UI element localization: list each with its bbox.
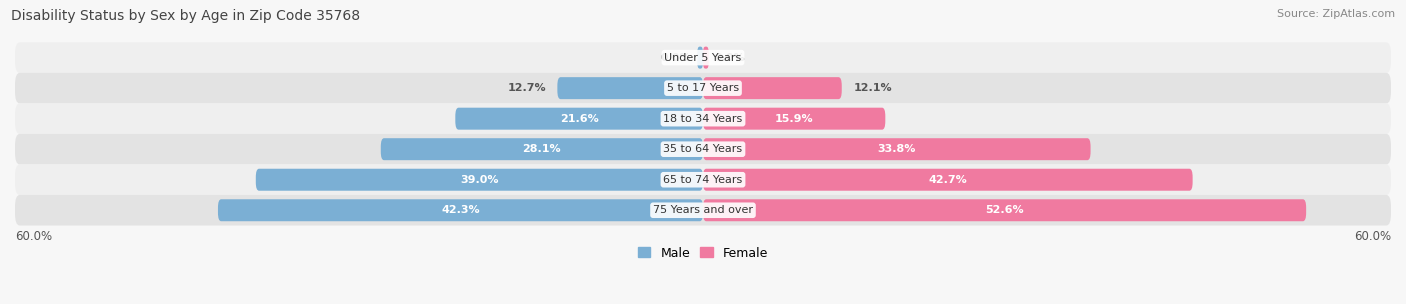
- Text: 33.8%: 33.8%: [877, 144, 915, 154]
- Text: Source: ZipAtlas.com: Source: ZipAtlas.com: [1277, 9, 1395, 19]
- Text: Under 5 Years: Under 5 Years: [665, 53, 741, 63]
- FancyBboxPatch shape: [703, 169, 1192, 191]
- Text: 60.0%: 60.0%: [15, 230, 52, 243]
- Text: 15.9%: 15.9%: [775, 114, 814, 124]
- Text: 0.0%: 0.0%: [661, 53, 692, 63]
- FancyBboxPatch shape: [703, 108, 886, 130]
- FancyBboxPatch shape: [703, 199, 1306, 221]
- Text: Disability Status by Sex by Age in Zip Code 35768: Disability Status by Sex by Age in Zip C…: [11, 9, 360, 23]
- FancyBboxPatch shape: [15, 42, 1391, 73]
- FancyBboxPatch shape: [15, 195, 1391, 226]
- FancyBboxPatch shape: [15, 103, 1391, 134]
- FancyBboxPatch shape: [557, 77, 703, 99]
- Text: 18 to 34 Years: 18 to 34 Years: [664, 114, 742, 124]
- Text: 21.6%: 21.6%: [560, 114, 599, 124]
- FancyBboxPatch shape: [15, 73, 1391, 103]
- Text: 42.3%: 42.3%: [441, 205, 479, 215]
- Text: 60.0%: 60.0%: [1354, 230, 1391, 243]
- Text: 12.1%: 12.1%: [853, 83, 891, 93]
- FancyBboxPatch shape: [15, 164, 1391, 195]
- FancyBboxPatch shape: [703, 77, 842, 99]
- Legend: Male, Female: Male, Female: [638, 247, 768, 260]
- FancyBboxPatch shape: [703, 138, 1091, 160]
- Text: 28.1%: 28.1%: [523, 144, 561, 154]
- Text: 0.0%: 0.0%: [714, 53, 745, 63]
- FancyBboxPatch shape: [697, 47, 703, 69]
- Text: 75 Years and over: 75 Years and over: [652, 205, 754, 215]
- FancyBboxPatch shape: [381, 138, 703, 160]
- Text: 52.6%: 52.6%: [986, 205, 1024, 215]
- Text: 5 to 17 Years: 5 to 17 Years: [666, 83, 740, 93]
- Text: 42.7%: 42.7%: [928, 175, 967, 185]
- Text: 65 to 74 Years: 65 to 74 Years: [664, 175, 742, 185]
- Text: 35 to 64 Years: 35 to 64 Years: [664, 144, 742, 154]
- FancyBboxPatch shape: [256, 169, 703, 191]
- FancyBboxPatch shape: [703, 47, 709, 69]
- FancyBboxPatch shape: [456, 108, 703, 130]
- FancyBboxPatch shape: [15, 134, 1391, 164]
- FancyBboxPatch shape: [218, 199, 703, 221]
- Text: 12.7%: 12.7%: [508, 83, 546, 93]
- Text: 39.0%: 39.0%: [460, 175, 499, 185]
